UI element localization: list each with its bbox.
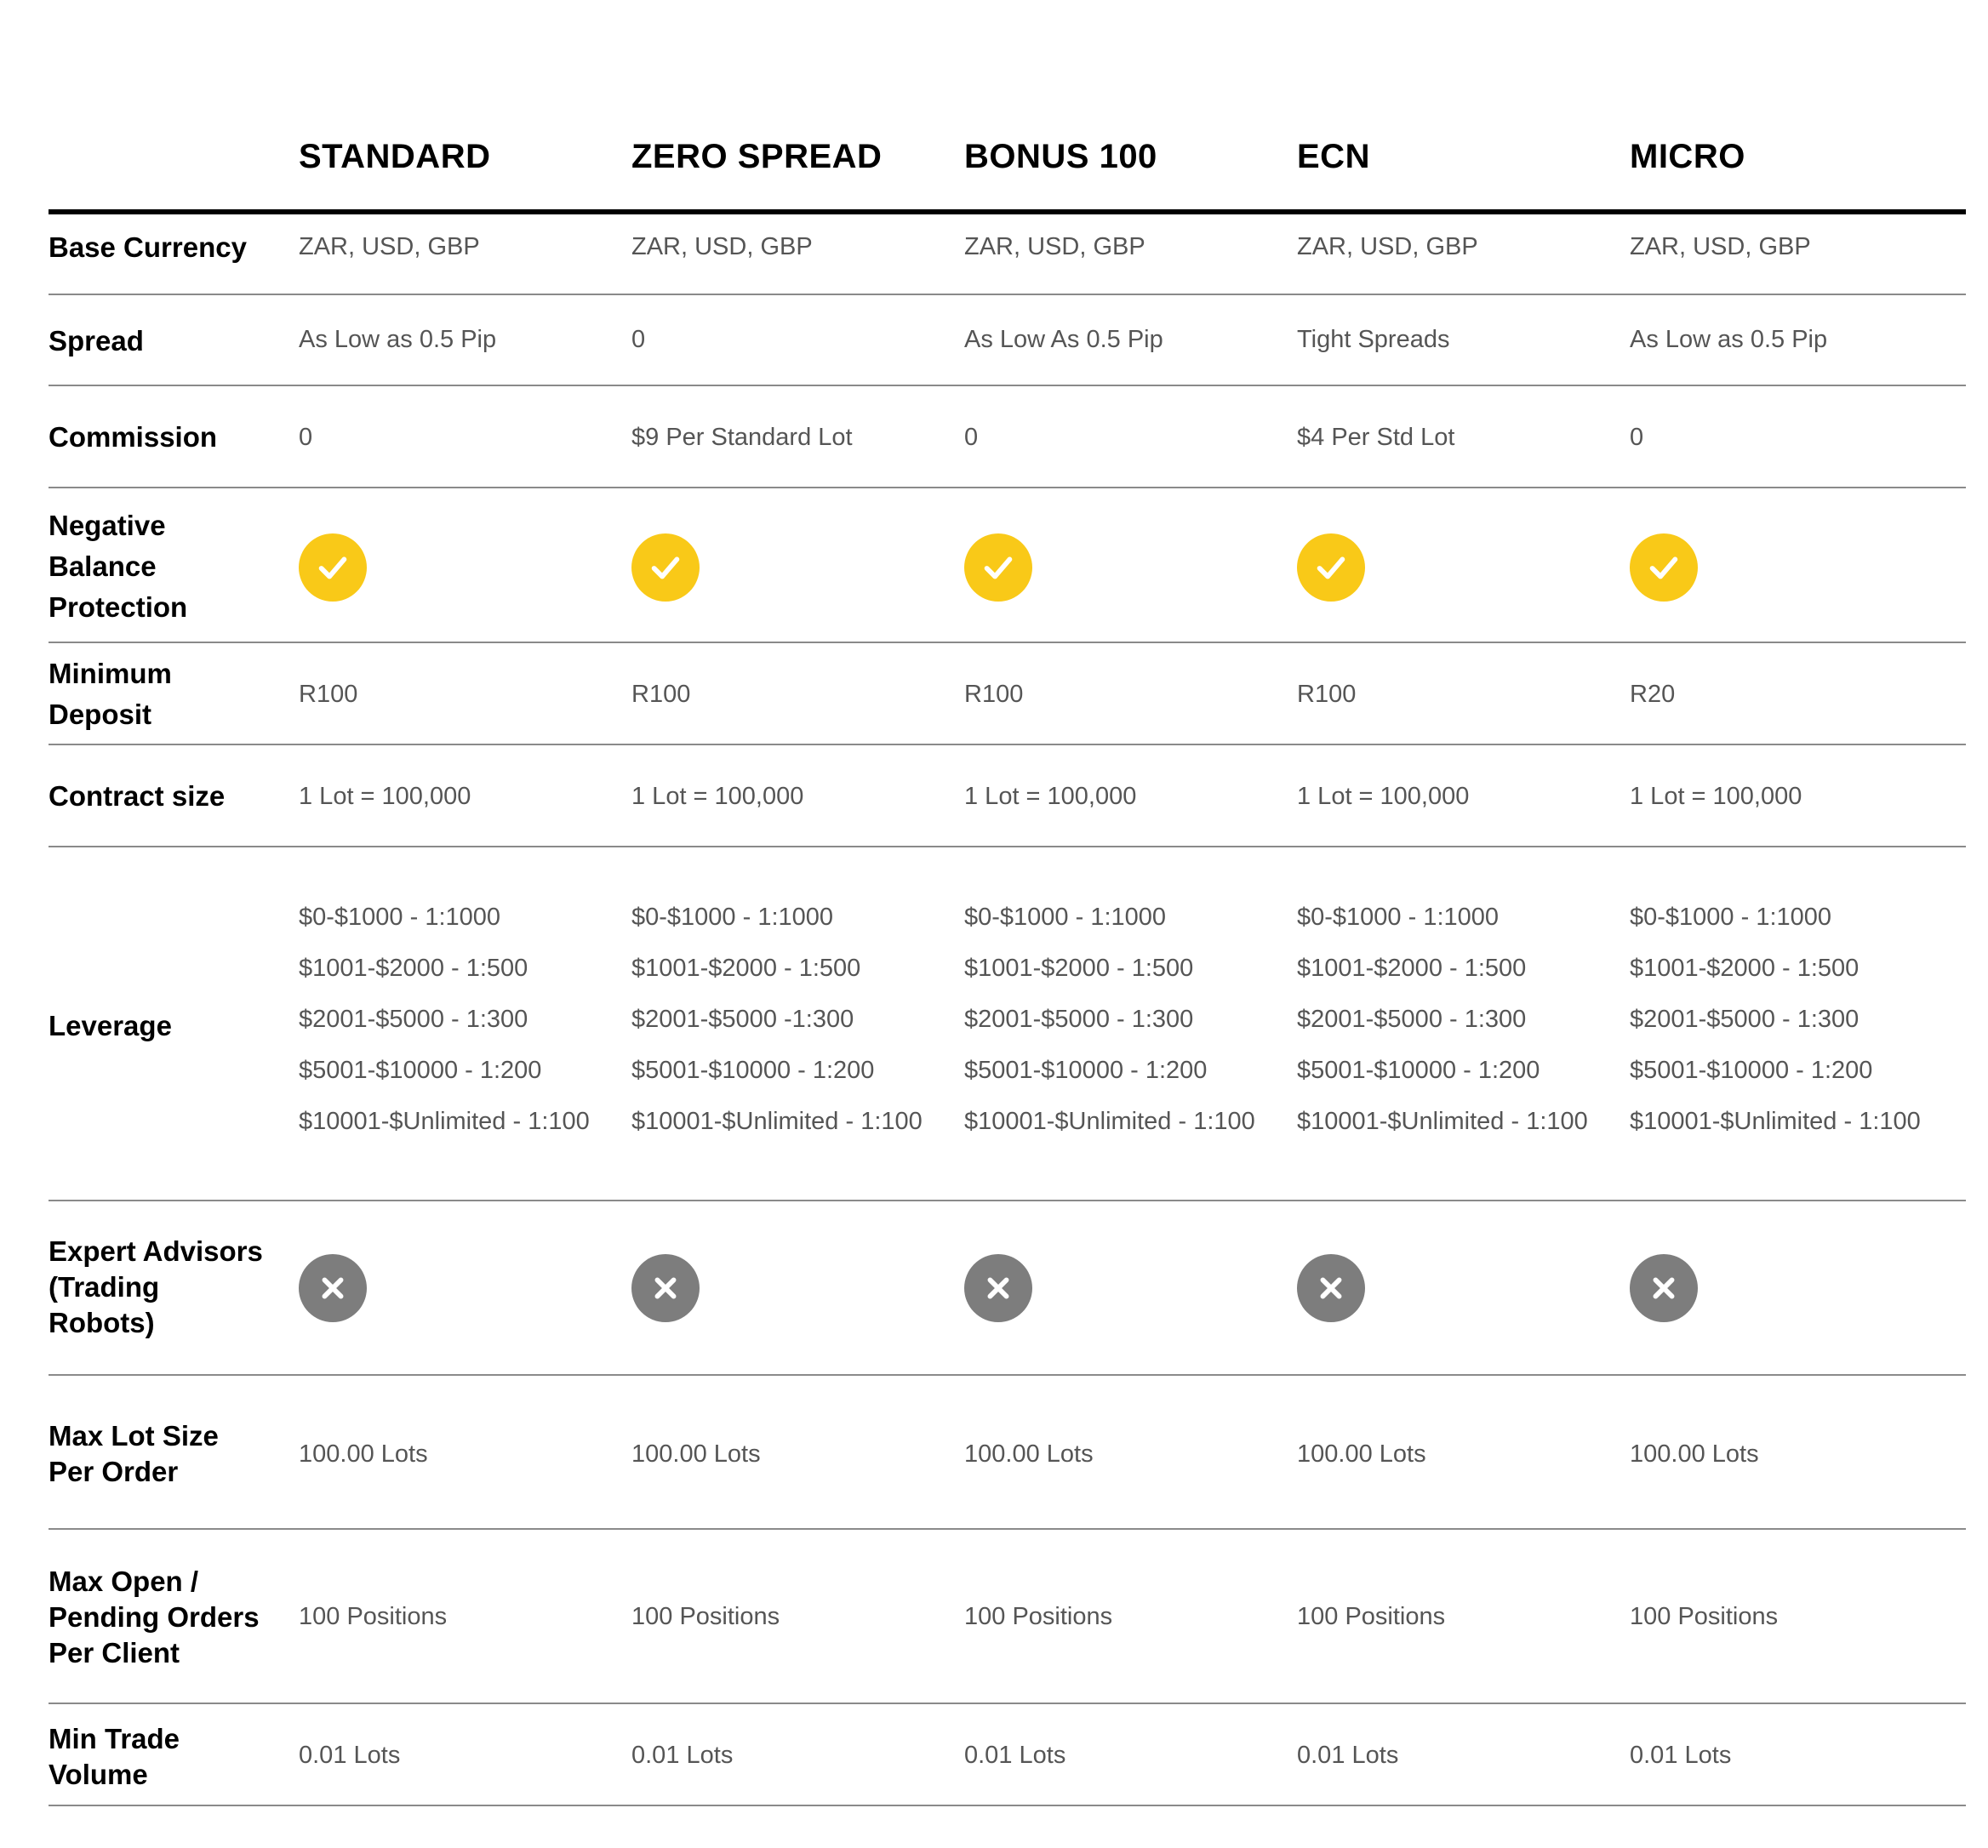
cell-value: 100.00 Lots xyxy=(1630,1440,1759,1468)
cell-value: As Low as 0.5 Pip xyxy=(299,326,497,353)
cell-value: ZAR, USD, GBP xyxy=(1630,233,1811,260)
row-label: Max Lot Size Per Order xyxy=(49,1420,219,1487)
table-header: STANDARD ZERO SPREAD BONUS 100 ECN MICRO xyxy=(49,0,1966,214)
row-label: Max Open / Pending Orders Per Client xyxy=(49,1566,260,1668)
row-label: Commission xyxy=(49,421,218,453)
cell-value: R100 xyxy=(299,681,358,708)
column-header-ecn: ECN xyxy=(1297,138,1370,175)
row-label: Minimum Deposit xyxy=(49,658,172,730)
cell-value: 100.00 Lots xyxy=(299,1440,428,1468)
check-circle-icon xyxy=(299,533,367,602)
row-spread: Spread As Low as 0.5 Pip 0 As Low As 0.5… xyxy=(49,295,1966,386)
cell-value: ZAR, USD, GBP xyxy=(299,233,480,260)
column-header-micro: MICRO xyxy=(1630,138,1745,175)
cell-value: 0.01 Lots xyxy=(964,1742,1066,1769)
check-circle-icon xyxy=(1630,533,1698,602)
row-label: Expert Advisors (Trading Robots) xyxy=(49,1235,263,1338)
cell-value: 0.01 Lots xyxy=(631,1742,734,1769)
cell-value: As Low as 0.5 Pip xyxy=(1630,326,1828,353)
row-min-trade-volume: Min Trade Volume 0.01 Lots 0.01 Lots 0.0… xyxy=(49,1704,1966,1806)
row-max-open-orders: Max Open / Pending Orders Per Client 100… xyxy=(49,1530,1966,1704)
row-label: Min Trade Volume xyxy=(49,1723,180,1790)
cell-value: 100 Positions xyxy=(631,1603,780,1630)
cross-circle-icon xyxy=(1630,1254,1698,1322)
cell-value: R100 xyxy=(631,681,691,708)
leverage-tiers: $0-$1000 - 1:1000 $1001-$2000 - 1:500 $200… xyxy=(631,904,923,1135)
row-label: Contract size xyxy=(49,780,226,812)
cell-value: $4 Per Std Lot xyxy=(1297,424,1455,451)
column-header-bonus-100: BONUS 100 xyxy=(964,138,1157,175)
cell-value: 100 Positions xyxy=(1297,1603,1446,1630)
cell-value: 1 Lot = 100,000 xyxy=(631,783,804,810)
row-label: Spread xyxy=(49,325,144,356)
row-max-lot-size: Max Lot Size Per Order 100.00 Lots 100.0… xyxy=(49,1376,1966,1530)
leverage-tiers: $0-$1000 - 1:1000 $1001-$2000 - 1:500 $200… xyxy=(1297,904,1588,1135)
cross-circle-icon xyxy=(631,1254,700,1322)
row-minimum-deposit: Minimum Deposit R100 R100 R100 R100 R20 xyxy=(49,643,1966,745)
cell-value: 100 Positions xyxy=(299,1603,448,1630)
row-commission: Commission 0 $9 Per Standard Lot 0 $4 Pe… xyxy=(49,386,1966,488)
row-contract-size: Contract size 1 Lot = 100,000 1 Lot = 10… xyxy=(49,745,1966,847)
row-negative-balance-protection: Negative Balance Protection xyxy=(49,488,1966,643)
cell-value: R100 xyxy=(1297,681,1357,708)
cell-value: ZAR, USD, GBP xyxy=(631,233,813,260)
row-label: Negative Balance Protection xyxy=(49,510,188,623)
cross-circle-icon xyxy=(964,1254,1032,1322)
check-circle-icon xyxy=(1297,533,1365,602)
leverage-tiers: $0-$1000 - 1:1000 $1001-$2000 - 1:500 $200… xyxy=(964,904,1255,1135)
cell-value: 1 Lot = 100,000 xyxy=(299,783,471,810)
row-label: Leverage xyxy=(49,1010,172,1041)
leverage-tiers: $0-$1000 - 1:1000 $1001-$2000 - 1:500 $200… xyxy=(1630,904,1921,1135)
row-leverage: Leverage $0-$1000 - 1:1000 $1001-$2000 - … xyxy=(49,847,1966,1201)
cell-value: R20 xyxy=(1630,681,1676,708)
check-circle-icon xyxy=(964,533,1032,602)
cell-value: As Low As 0.5 Pip xyxy=(964,326,1163,353)
column-header-standard: STANDARD xyxy=(299,138,491,175)
cell-value: $9 Per Standard Lot xyxy=(631,424,853,451)
cell-value: 100 Positions xyxy=(964,1603,1113,1630)
row-label: Base Currency xyxy=(49,231,247,263)
cell-value: 0 xyxy=(1630,424,1644,451)
cell-value: 0.01 Lots xyxy=(1297,1742,1399,1769)
cell-value: 0 xyxy=(299,424,313,451)
cell-value: Tight Spreads xyxy=(1297,326,1450,353)
cell-value: 1 Lot = 100,000 xyxy=(964,783,1137,810)
column-header-zero-spread: ZERO SPREAD xyxy=(631,138,883,175)
cell-value: 100.00 Lots xyxy=(1297,1440,1426,1468)
cell-value: 100.00 Lots xyxy=(631,1440,761,1468)
cell-value: 0.01 Lots xyxy=(1630,1742,1732,1769)
row-base-currency: Base Currency ZAR, USD, GBP ZAR, USD, GB… xyxy=(49,214,1966,295)
leverage-tiers: $0-$1000 - 1:1000 $1001-$2000 - 1:500 $200… xyxy=(299,904,590,1135)
cell-value: 1 Lot = 100,000 xyxy=(1630,783,1802,810)
cell-value: 0 xyxy=(631,326,646,353)
cell-value: ZAR, USD, GBP xyxy=(1297,233,1478,260)
cell-value: 100.00 Lots xyxy=(964,1440,1094,1468)
row-expert-advisors: Expert Advisors (Trading Robots) xyxy=(49,1201,1966,1376)
cross-circle-icon xyxy=(299,1254,367,1322)
cell-value: R100 xyxy=(964,681,1024,708)
cell-value: 100 Positions xyxy=(1630,1603,1779,1630)
cell-value: 0.01 Lots xyxy=(299,1742,401,1769)
cell-value: ZAR, USD, GBP xyxy=(964,233,1145,260)
cell-value: 1 Lot = 100,000 xyxy=(1297,783,1470,810)
check-circle-icon xyxy=(631,533,700,602)
cross-circle-icon xyxy=(1297,1254,1365,1322)
cell-value: 0 xyxy=(964,424,979,451)
